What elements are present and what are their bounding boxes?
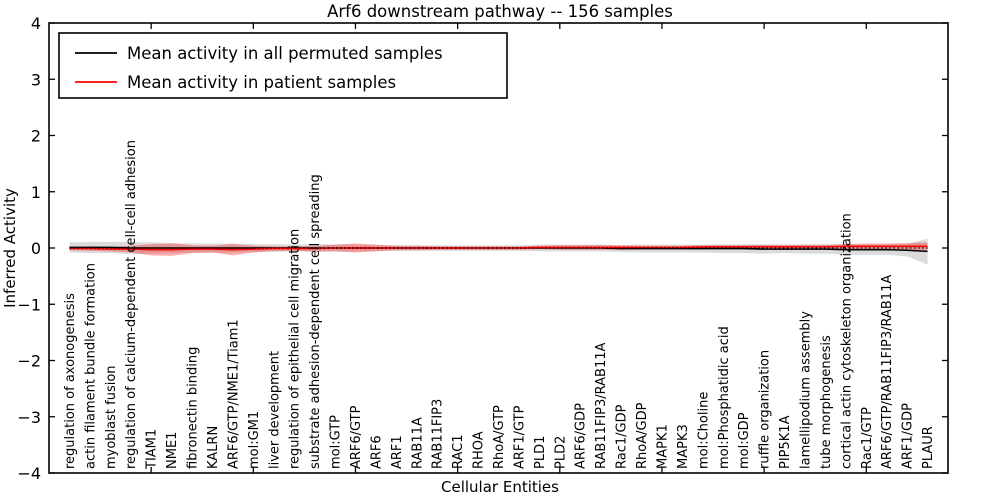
x-tick-label: liver development (267, 351, 282, 469)
x-tick-label: ARF6 (369, 435, 384, 469)
x-tick-label: PLAUR (921, 426, 936, 469)
x-tick-label: ruffle organization (758, 350, 773, 469)
x-tick-label: RhoA/GDP (635, 402, 650, 469)
legend-label-permuted: Mean activity in all permuted samples (127, 44, 443, 63)
x-tick-label: RAB11A (410, 417, 425, 469)
x-tick-label: NME1 (165, 432, 180, 469)
x-tick-label: fibronectin binding (186, 347, 201, 469)
plot-area: −4 −3 −2 −1 0 1 2 3 4 regulation of axonogenesis a… (17, 14, 948, 483)
x-tick-label: PIP5K1A (778, 415, 793, 469)
x-tick-label: mol:GTP (329, 415, 344, 469)
x-tick-label: substrate adhesion-dependent cell spread… (308, 174, 323, 469)
x-tick-label: tube morphogenesis (819, 335, 834, 469)
legend-box (58, 32, 508, 99)
x-tick-label: lamellipodium assembly (798, 311, 813, 469)
y-tick-label: 2 (31, 127, 41, 146)
x-tick-label: regulation of calcium-dependent cell-cel… (124, 140, 139, 469)
x-tick-label: RAB11FIP3 (431, 399, 446, 469)
y-tick-label: −1 (17, 295, 41, 314)
x-tick-label: myoblast fusion (104, 365, 119, 469)
x-tick-label: RAB11FIP3/RAB11A (594, 342, 609, 469)
mean-activity-line (69, 245, 928, 251)
x-tick-label: ARF6/GDP (574, 403, 589, 469)
y-tick-label: 3 (31, 70, 41, 89)
y-tick-label: −4 (17, 464, 41, 483)
y-tick-label: −3 (17, 408, 41, 427)
x-tick-label: Rac1/GTP (860, 407, 875, 469)
y-tick-label: −2 (17, 352, 41, 371)
std-band (69, 238, 928, 265)
chart-title: Arf6 downstream pathway -- 156 samples (327, 2, 673, 21)
x-tick-label: RHOA (472, 431, 487, 469)
x-tick-label: mol:GDP (737, 412, 752, 469)
legend-label-patient: Mean activity in patient samples (127, 73, 396, 92)
x-axis-label: Cellular Entities (441, 478, 559, 496)
x-tick-label: mol:Choline (696, 392, 711, 469)
x-tick-label: ARF1/GTP (512, 405, 527, 469)
x-tick-label: KALRN (206, 426, 221, 469)
x-tick-label: MAPK1 (655, 424, 670, 469)
y-tick-label: 0 (31, 239, 41, 258)
x-tick-label: TIAM1 (145, 429, 160, 470)
x-tick-label: RhoA/GTP (492, 405, 507, 469)
y-tick-label: 1 (31, 183, 41, 202)
x-tick-label: PLD1 (533, 436, 548, 469)
x-tick-label: ARF6/GTP (349, 405, 364, 469)
x-tick-label: ARF1 (390, 435, 405, 469)
x-tick-label: mol:Phosphatidic acid (717, 326, 732, 469)
x-tick-label: regulation of axonogenesis (63, 293, 78, 469)
legend: Mean activity in all permuted samples Me… (58, 32, 508, 99)
x-tick-label: ARF1/GDP (901, 403, 916, 469)
x-tick-label: Rac1/GDP (615, 404, 630, 469)
x-tick-label: cortical actin cytoskeleton organization (839, 213, 854, 469)
x-tick-label: mol:GM1 (247, 411, 262, 469)
x-tick-label: RAC1 (451, 434, 466, 469)
x-tick-label: regulation of epithelial cell migration (288, 229, 303, 469)
axes-spines (48, 22, 949, 474)
x-tick-label: actin filament bundle formation (83, 263, 98, 469)
y-tick-label: 4 (31, 14, 41, 33)
x-tick-label: MAPK3 (676, 424, 691, 469)
y-axis-label: Inferred Activity (1, 188, 19, 308)
x-tick-label: PLD2 (553, 436, 568, 469)
x-tick-label: ARF6/GTP/RAB11FIP3/RAB11A (880, 275, 895, 469)
std-band (69, 242, 928, 256)
x-tick-label: ARF6/GTP/NME1/Tiam1 (226, 319, 241, 469)
